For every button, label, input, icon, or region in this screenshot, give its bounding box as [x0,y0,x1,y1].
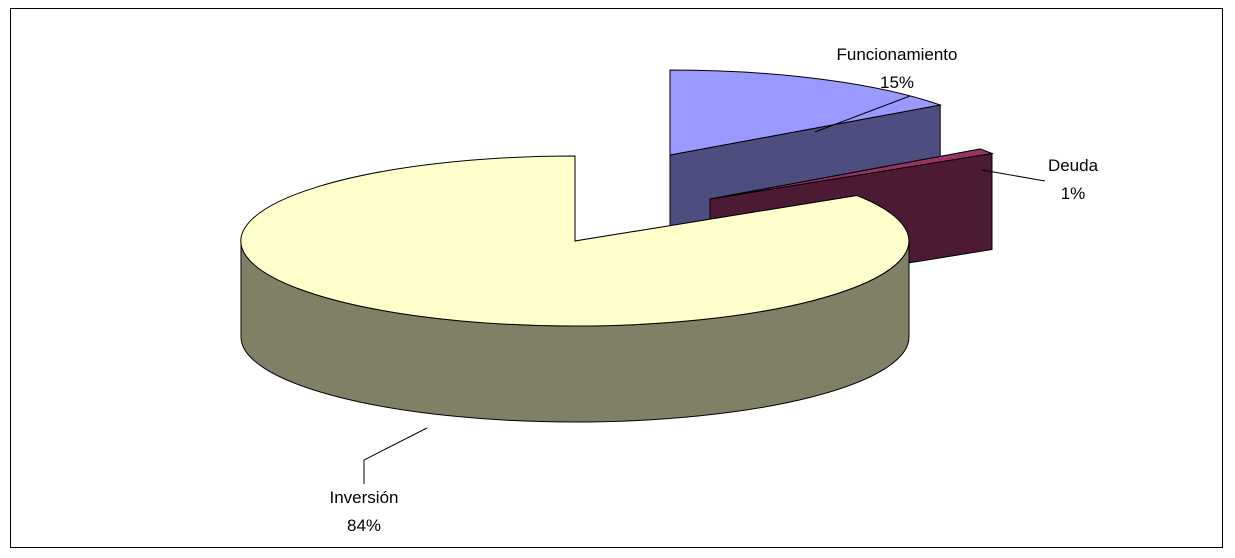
slice-percent-deuda: 1% [1061,184,1086,203]
slice-funcionamiento [669,69,943,156]
leader-line-funcionamiento [814,95,911,133]
slice-label-inversion: Inversión [330,488,399,507]
slices-layer [240,69,994,423]
leader-line-inversion [363,427,428,484]
slice-label-funcionamiento: Funcionamiento [837,45,958,64]
leader-line-deuda [981,169,1046,182]
slice-percent-inversion: 84% [347,516,381,535]
slice-deuda [709,148,994,200]
leader-lines [363,95,1046,484]
labels-layer: Funcionamiento 15% Deuda 1% Inversión 84… [330,45,1099,535]
slice-percent-funcionamiento: 15% [880,73,914,92]
slice-label-deuda: Deuda [1048,156,1099,175]
slice-inversion [240,155,910,327]
